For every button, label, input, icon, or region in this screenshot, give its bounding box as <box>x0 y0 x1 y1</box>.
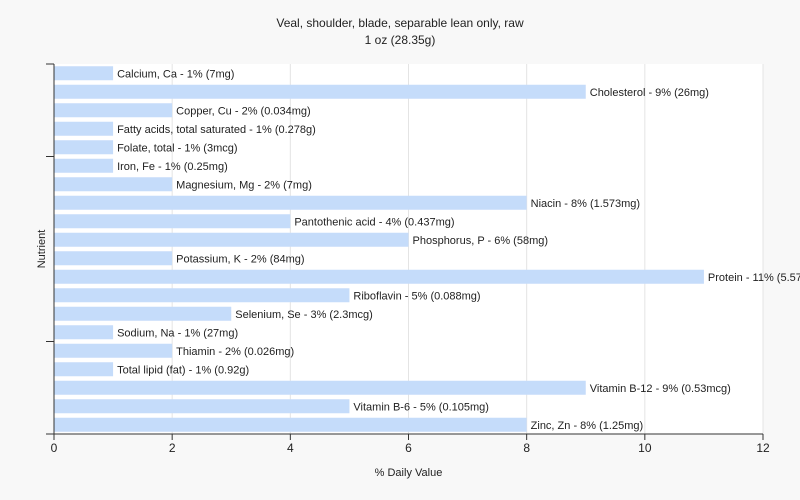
bar-label: Iron, Fe - 1% (0.25mg) <box>117 161 228 173</box>
x-tick-label: 0 <box>51 441 58 455</box>
bar <box>54 195 527 210</box>
bar-label: Thiamin - 2% (0.026mg) <box>176 346 294 358</box>
bar-label: Sodium, Na - 1% (27mg) <box>117 327 238 339</box>
bar <box>54 288 350 303</box>
bar <box>54 66 114 81</box>
y-axis-label: Nutrient <box>36 230 48 269</box>
bar-label: Pantothenic acid - 4% (0.437mg) <box>294 216 454 228</box>
bar-label: Niacin - 8% (1.573mg) <box>531 198 640 210</box>
bar-label: Vitamin B-6 - 5% (0.105mg) <box>353 401 489 413</box>
bar <box>54 343 173 358</box>
bar-label: Potassium, K - 2% (84mg) <box>176 253 304 265</box>
bar-label: Zinc, Zn - 8% (1.25mg) <box>531 420 643 432</box>
x-tick-label: 8 <box>523 441 530 455</box>
x-tick-label: 10 <box>638 441 652 455</box>
bar <box>54 306 232 321</box>
bar-label: Selenium, Se - 3% (2.3mcg) <box>235 309 373 321</box>
bar-label: Phosphorus, P - 6% (58mg) <box>413 235 549 247</box>
bar-label: Calcium, Ca - 1% (7mg) <box>117 68 234 80</box>
bar <box>54 380 586 395</box>
bar <box>54 362 114 377</box>
x-axis-label: % Daily Value <box>375 467 443 479</box>
bar <box>54 140 114 155</box>
x-tick-label: 12 <box>756 441 770 455</box>
bar <box>54 177 173 192</box>
x-tick-label: 2 <box>169 441 176 455</box>
bar <box>54 399 350 414</box>
x-tick-label: 4 <box>287 441 294 455</box>
bar <box>54 84 586 99</box>
bar <box>54 232 409 247</box>
bar-label: Folate, total - 1% (3mcg) <box>117 142 237 154</box>
bar <box>54 325 114 340</box>
bar <box>54 417 527 432</box>
bar-label: Fatty acids, total saturated - 1% (0.278… <box>117 124 316 136</box>
bar-label: Copper, Cu - 2% (0.034mg) <box>176 105 311 117</box>
bar-label: Riboflavin - 5% (0.088mg) <box>353 290 480 302</box>
bar <box>54 269 704 284</box>
bar-label: Magnesium, Mg - 2% (7mg) <box>176 179 312 191</box>
bar-label: Total lipid (fat) - 1% (0.92g) <box>117 364 249 376</box>
bar-label: Protein - 11% (5.57g) <box>708 272 800 284</box>
bar <box>54 251 173 266</box>
bar-label: Vitamin B-12 - 9% (0.53mcg) <box>590 383 731 395</box>
chart-subtitle: 1 oz (28.35g) <box>364 33 436 47</box>
x-tick-label: 6 <box>405 441 412 455</box>
bar <box>54 158 114 173</box>
chart-title: Veal, shoulder, blade, separable lean on… <box>276 16 524 30</box>
bar-label: Cholesterol - 9% (26mg) <box>590 87 709 99</box>
bar <box>54 103 173 118</box>
bar <box>54 214 291 229</box>
bar <box>54 121 114 136</box>
